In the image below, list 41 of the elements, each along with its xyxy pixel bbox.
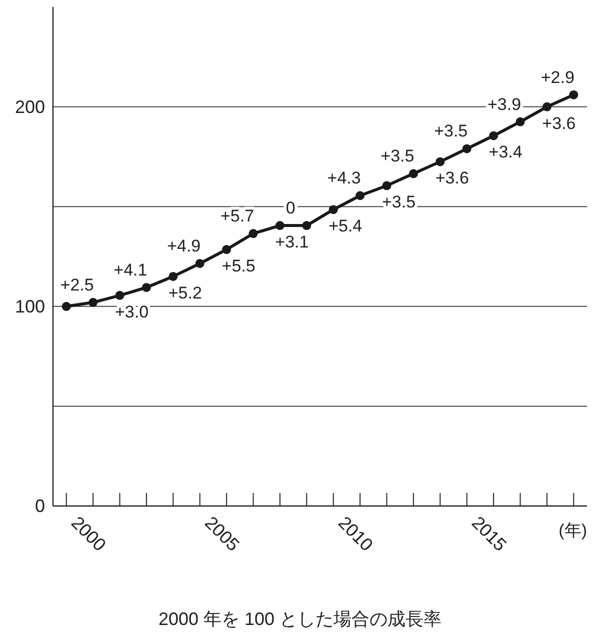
point xyxy=(142,282,151,292)
point xyxy=(195,258,204,268)
annotation: +2.5 xyxy=(60,275,94,294)
point xyxy=(489,131,498,140)
point xyxy=(62,302,71,311)
point xyxy=(168,272,178,281)
point xyxy=(302,221,312,230)
point xyxy=(436,157,445,166)
point xyxy=(275,221,284,230)
point xyxy=(462,144,472,154)
point xyxy=(408,169,418,178)
annotation: +5.5 xyxy=(222,256,256,276)
annotation: +3.1 xyxy=(275,232,309,252)
annotation: +2.9 xyxy=(540,68,574,87)
y-tick-label: 0 xyxy=(34,496,45,516)
annotation: +5.7 xyxy=(220,206,254,226)
point xyxy=(382,181,392,190)
point xyxy=(516,117,525,126)
point xyxy=(356,191,365,200)
annotation: +3.5 xyxy=(380,146,414,166)
y-tick-label: 200 xyxy=(14,96,45,117)
annotation: +3.0 xyxy=(114,302,149,322)
x-axis-title: (年) xyxy=(558,521,587,540)
annotation: +3.6 xyxy=(542,114,576,133)
point xyxy=(115,290,124,300)
annotation: +5.2 xyxy=(168,283,202,302)
point xyxy=(542,102,552,112)
point xyxy=(328,205,338,214)
annotation: +4.9 xyxy=(167,236,201,256)
annotation: +4.1 xyxy=(114,260,148,280)
annotation: +4.3 xyxy=(327,168,361,188)
point xyxy=(569,90,578,100)
annotation: +3.5 xyxy=(434,122,468,141)
y-tick-label: 100 xyxy=(14,296,45,316)
annotation: +5.4 xyxy=(328,216,362,236)
point xyxy=(88,298,98,307)
annotation: +3.4 xyxy=(488,142,522,162)
annotation: +3.6 xyxy=(435,168,469,188)
point xyxy=(248,229,258,238)
point xyxy=(222,245,232,254)
text: 2000 年を 100 とした場合の成長率 xyxy=(158,609,442,629)
